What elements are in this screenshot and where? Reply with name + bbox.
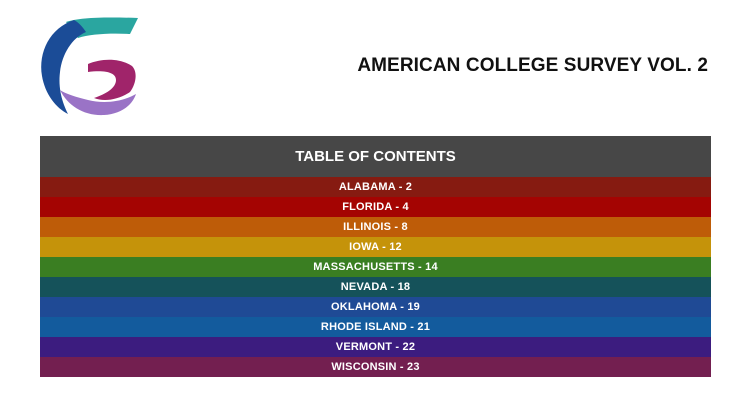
toc-item-label[interactable]: ILLINOIS - 8 bbox=[343, 221, 408, 233]
toc-item-label[interactable]: IOWA - 12 bbox=[349, 241, 402, 253]
toc-item-nevada[interactable]: NEVADA - 18 bbox=[40, 277, 711, 297]
toc-item-massachusetts[interactable]: MASSACHUSETTS - 14 bbox=[40, 257, 711, 277]
toc-heading: TABLE OF CONTENTS bbox=[40, 136, 711, 177]
document-title: AMERICAN COLLEGE SURVEY VOL. 2 bbox=[357, 55, 708, 76]
toc-item-vermont[interactable]: VERMONT - 22 bbox=[40, 337, 711, 357]
toc-item-label[interactable]: ALABAMA - 2 bbox=[338, 181, 413, 193]
toc-item-oklahoma[interactable]: OKLAHOMA - 19 bbox=[40, 297, 711, 317]
toc-item-label[interactable]: MASSACHUSETTS - 14 bbox=[313, 261, 438, 273]
toc-item-rhode-island[interactable]: RHODE ISLAND - 21 bbox=[40, 317, 711, 337]
toc-list: ALABAMA - 2 FLORIDA - 4 ILLINOIS - 8 IOW… bbox=[40, 177, 711, 377]
toc-item-label[interactable]: NEVADA - 18 bbox=[340, 281, 411, 293]
toc-item-iowa[interactable]: IOWA - 12 bbox=[40, 237, 711, 257]
table-of-contents: TABLE OF CONTENTS ALABAMA - 2 FLORIDA - … bbox=[40, 136, 711, 377]
toc-item-label[interactable]: WISCONSIN - 23 bbox=[331, 361, 420, 373]
toc-item-label[interactable]: FLORIDA - 4 bbox=[342, 201, 409, 213]
toc-item-label[interactable]: OKLAHOMA - 19 bbox=[331, 301, 420, 313]
toc-item-wisconsin[interactable]: WISCONSIN - 23 bbox=[40, 357, 711, 377]
toc-item-alabama[interactable]: ALABAMA - 2 bbox=[40, 177, 711, 197]
toc-item-florida[interactable]: FLORIDA - 4 bbox=[40, 197, 711, 217]
toc-item-label[interactable]: RHODE ISLAND - 21 bbox=[320, 321, 431, 333]
toc-item-label[interactable]: VERMONT - 22 bbox=[335, 341, 416, 353]
brand-logo-icon bbox=[41, 17, 138, 116]
toc-item-illinois[interactable]: ILLINOIS - 8 bbox=[40, 217, 711, 237]
